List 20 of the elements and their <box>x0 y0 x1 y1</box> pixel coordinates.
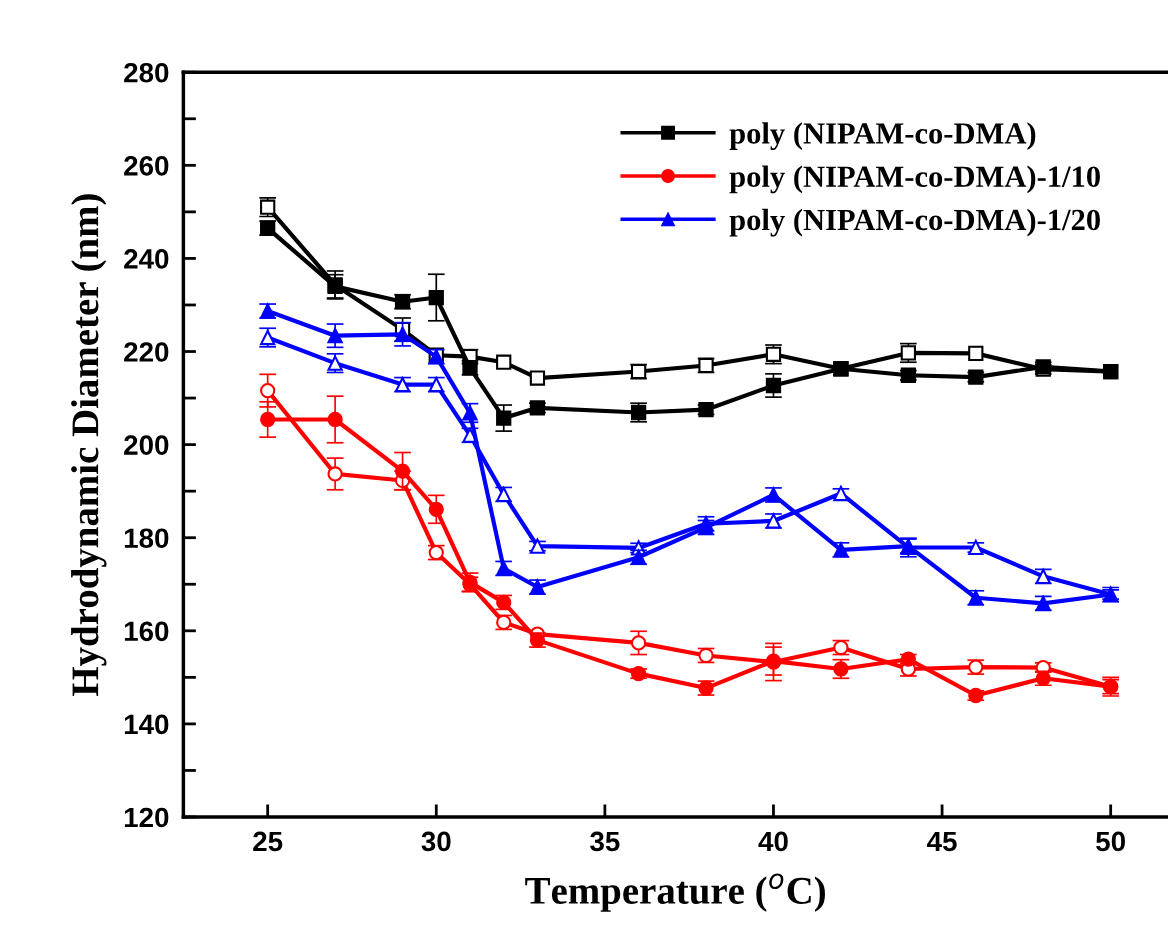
legend-label: poly (NIPAM-co-DMA)-1/20 <box>729 208 1100 237</box>
y-tick-label: 120 <box>124 807 169 828</box>
y-tick-label: 240 <box>124 249 169 269</box>
x-tick-label: 40 <box>758 831 788 852</box>
x-axis-title: Temperature ($^{o}$C) <box>525 873 825 912</box>
x-tick-label: 50 <box>1096 831 1125 852</box>
legend-label: poly (NIPAM-co-DMA) <box>729 122 1036 151</box>
y-tick-label: 200 <box>124 435 169 455</box>
x-tick-label: 25 <box>253 831 283 852</box>
legend-label: poly (NIPAM-co-DMA)-1/10 <box>729 165 1100 194</box>
y-tick-label: 260 <box>124 155 169 176</box>
x-tick-label: 35 <box>590 831 620 852</box>
y-tick-label: 180 <box>124 528 169 549</box>
y-tick-label: 220 <box>124 342 169 362</box>
y-tick-label: 160 <box>124 621 169 642</box>
y-tick-label: 140 <box>124 714 169 735</box>
y-axis-title: Hydrodynamic Diameter (nm) <box>71 194 107 696</box>
x-tick-label: 30 <box>421 831 451 852</box>
x-tick-label: 45 <box>927 831 957 852</box>
y-tick-label: 280 <box>124 62 169 83</box>
